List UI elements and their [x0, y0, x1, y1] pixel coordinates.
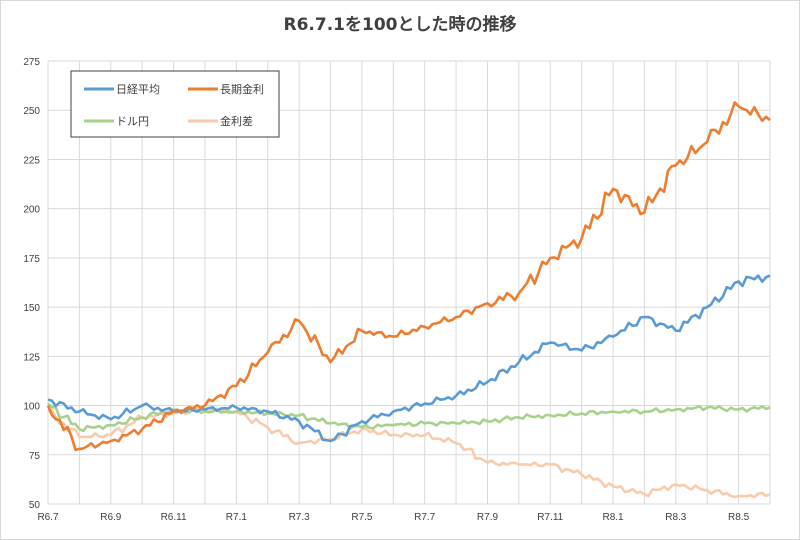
series-line — [47, 402, 771, 433]
x-tick-label: R7.5 — [351, 512, 373, 523]
legend-box — [70, 70, 280, 138]
x-tick-label: R7.9 — [477, 512, 499, 523]
x-tick-label: R7.3 — [289, 512, 311, 523]
series-line — [46, 101, 771, 452]
series-line — [47, 274, 771, 443]
legend-label: 日経平均 — [116, 83, 160, 96]
legend-label: ドル円 — [116, 115, 149, 128]
y-tick-label: 150 — [23, 303, 40, 314]
y-tick-label: 250 — [23, 106, 40, 117]
y-tick-label: 100 — [23, 402, 40, 413]
y-tick-label: 275 — [23, 57, 40, 68]
x-tick-label: R6.7 — [37, 512, 59, 523]
x-tick-label: R6.9 — [100, 512, 122, 523]
x-tick-label: R8.5 — [728, 512, 750, 523]
x-tick-label: R8.1 — [602, 512, 624, 523]
y-axis-ticks: 50 75 100 125 150 175 200 225 250 275 — [23, 57, 40, 511]
y-tick-label: 175 — [23, 254, 40, 265]
y-tick-label: 125 — [23, 352, 40, 363]
y-tick-label: 200 — [23, 205, 40, 216]
y-tick-label: 225 — [23, 155, 40, 166]
series-lines — [46, 101, 771, 499]
chart-title: R6.7.1を100とした時の推移 — [283, 15, 517, 35]
gridlines — [47, 60, 771, 505]
x-tick-label: R7.1 — [226, 512, 248, 523]
x-tick-label: R7.11 — [537, 512, 563, 523]
x-tick-label: R8.3 — [665, 512, 687, 523]
x-tick-label: R6.11 — [161, 512, 187, 523]
x-axis-ticks: R6.7 R6.9 R6.11 R7.1 R7.3 R7.5 R7.7 R7.9 R7.11 R8… — [37, 512, 749, 523]
x-tick-label: R7.7 — [414, 512, 436, 523]
y-tick-label: 75 — [29, 451, 41, 462]
legend-label: 長期金利 — [220, 82, 264, 96]
y-tick-label: 50 — [29, 500, 41, 511]
legend-label: 金利差 — [220, 114, 253, 128]
